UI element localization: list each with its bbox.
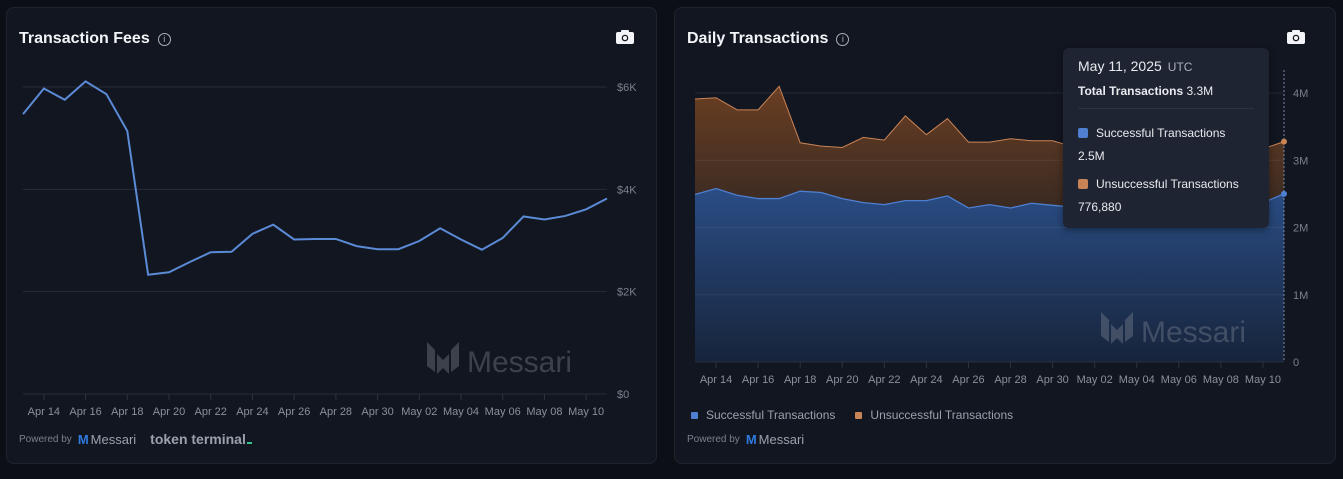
successful-area [695, 188, 1284, 362]
legend-unsuccessful[interactable]: Unsuccessful Transactions [855, 408, 1013, 422]
tooltip-successful: Successful Transactions [1078, 126, 1225, 140]
x-tick-label: May 06 [485, 406, 521, 418]
camera-icon[interactable] [1287, 30, 1305, 44]
y-tick-label: 1M [1293, 290, 1308, 302]
x-tick-label: Apr 24 [910, 374, 942, 386]
camera-icon[interactable] [616, 30, 634, 44]
x-tick-label: Apr 28 [320, 406, 352, 418]
fees-line [22, 80, 608, 276]
y-tick-label: 2M [1293, 223, 1308, 235]
watermark-text: Messari [467, 346, 572, 379]
x-tick-label: Apr 18 [784, 374, 816, 386]
hover-point-successful [1281, 190, 1287, 197]
x-tick-label: Apr 26 [952, 374, 984, 386]
fees-chart: $0 $2K $4K $6K Messari Apr 14 Apr 16 Apr 18 Apr … [22, 80, 637, 418]
x-tick-label: May 08 [526, 406, 562, 418]
x-tick-label: Apr 30 [361, 406, 393, 418]
x-tick-label: Apr 22 [868, 374, 900, 386]
y-tick-label: $0 [617, 389, 629, 401]
y-tick-label: 0 [1293, 357, 1299, 369]
messari-watermark: Messari [1101, 312, 1246, 349]
y-tick-label: $4K [617, 184, 637, 196]
y-tick-label: 3M [1293, 155, 1308, 167]
watermark-glyph [427, 342, 459, 374]
x-tick-label: Apr 18 [111, 406, 143, 418]
x-tick-label: Apr 24 [236, 406, 268, 418]
x-tick-label: Apr 20 [826, 374, 858, 386]
powered-by: Powered by M Messari [687, 432, 805, 447]
chart-legend: Successful Transactions Unsuccessful Tra… [691, 408, 1013, 422]
messari-logo[interactable]: M Messari [745, 432, 805, 447]
x-tick-label: May 02 [1077, 374, 1113, 386]
x-tick-label: Apr 14 [28, 406, 60, 418]
panel-title: Daily Transactions i [687, 30, 850, 48]
legend-successful[interactable]: Successful Transactions [691, 408, 835, 422]
x-tick-label: Apr 16 [69, 406, 101, 418]
tooltip-unsuccessful: Unsuccessful Transactions [1078, 177, 1239, 191]
powered-by: Powered by M Messari token terminal [19, 431, 252, 447]
x-tick-label: Apr 20 [153, 406, 185, 418]
x-tick-label: May 10 [568, 406, 604, 418]
panel-title: Transaction Fees i [19, 30, 171, 48]
messari-watermark: Messari [427, 342, 572, 379]
transaction-fees-panel: Transaction Fees i $0 $2K $4K $6K Messari Apr … [6, 7, 657, 464]
x-tick-label: Apr 26 [278, 406, 310, 418]
x-tick-label: May 08 [1203, 374, 1239, 386]
x-tick-label: Apr 14 [700, 374, 732, 386]
daily-transactions-panel: Daily Transactions i 0 1M 2M 3M 4M Messari Apr … [674, 7, 1336, 464]
token-terminal-logo[interactable]: token terminal [150, 431, 252, 447]
x-tick-label: May 04 [443, 406, 479, 418]
messari-logo[interactable]: M Messari [77, 431, 137, 447]
x-tick-label: Apr 30 [1036, 374, 1068, 386]
x-tick-label: Apr 16 [742, 374, 774, 386]
y-tick-label: $6K [617, 82, 637, 94]
watermark-glyph [1101, 312, 1133, 344]
chart-tooltip: May 11, 2025 UTC Total Transactions 3.3M … [1063, 48, 1269, 228]
hover-point-unsuccessful [1281, 138, 1287, 145]
x-tick-label: Apr 22 [195, 406, 227, 418]
x-tick-label: May 02 [401, 406, 437, 418]
info-icon[interactable]: i [836, 32, 850, 46]
y-tick-label: 4M [1293, 88, 1308, 100]
info-icon[interactable]: i [157, 32, 171, 46]
x-tick-label: May 04 [1119, 374, 1155, 386]
x-tick-label: Apr 28 [994, 374, 1026, 386]
x-tick-label: May 10 [1245, 374, 1281, 386]
x-tick-label: May 06 [1161, 374, 1197, 386]
y-tick-label: $2K [617, 287, 637, 299]
watermark-text: Messari [1141, 316, 1246, 349]
